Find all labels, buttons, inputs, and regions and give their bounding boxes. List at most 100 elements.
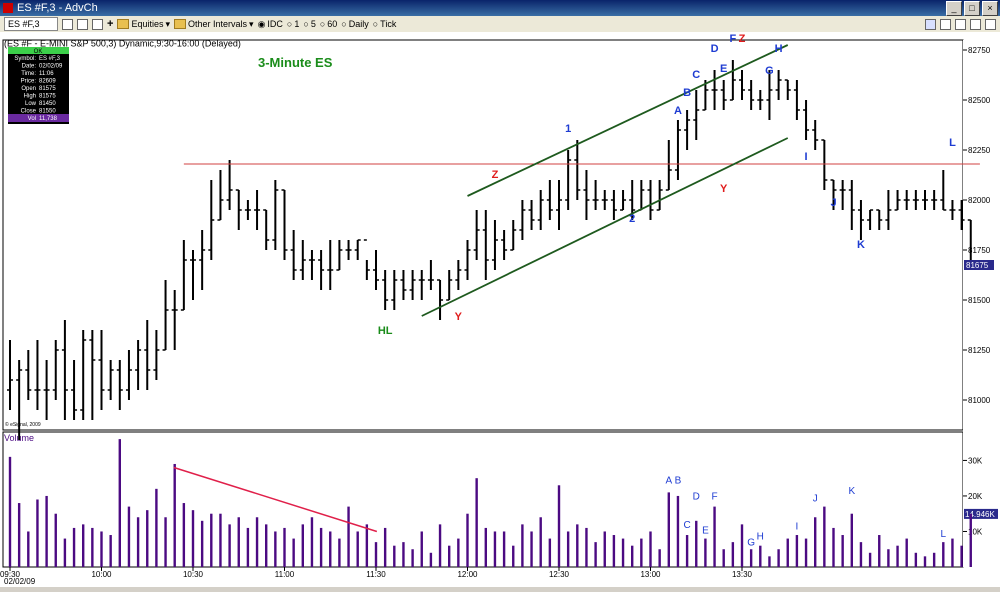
volume-bar [814,517,817,567]
radio-icon: ○ [341,19,347,29]
x-tick-label: 10:30 [183,570,204,579]
y-tick-label: 82750 [968,46,991,55]
symbol-field[interactable]: ES #F,3 [4,17,58,31]
interval-60[interactable]: ○ 60 [320,16,337,32]
volume-bar [768,556,771,567]
volume-bar [182,503,186,567]
price-annotation: H [775,43,783,55]
volume-bar [173,463,176,567]
data-window-value: 11,738 [39,116,58,122]
settings-icon[interactable] [955,18,966,30]
y-tick-label: 82250 [968,146,991,155]
interval-1[interactable]: ○ 1 [287,16,299,32]
price-annotation: HL [378,325,393,337]
price-annotation: K [857,239,865,251]
volume-bar [603,531,606,567]
volume-bar [383,527,387,567]
data-window-label: Date: [22,64,37,70]
volume-bar [612,535,616,567]
volume-bar [512,545,515,567]
vol-y-tick-label: 10K [968,527,983,536]
app-icon [3,3,13,13]
volume-bar [393,545,396,567]
price-annotation: I [805,151,808,163]
equities-menu[interactable]: Equities ▾ [117,16,170,32]
data-window-label: High [24,94,36,100]
price-annotation: F [729,33,736,45]
volume-bar [36,499,39,567]
volume-bar [969,513,972,567]
grid-icon[interactable] [77,18,88,30]
x-tick-label: 13:30 [732,570,753,579]
vol-y-tick-label: 20K [968,492,983,501]
volume-bar [942,542,945,567]
volume-bar [923,556,927,567]
volume-bar [493,531,497,567]
volume-bar [548,538,552,567]
close-button[interactable]: × [982,1,998,16]
maximize-button[interactable]: □ [964,1,980,16]
volume-bar [438,524,442,567]
data-window-vol-bg [8,114,69,122]
volume-bar [566,531,570,567]
price-panel [2,39,964,431]
data-window-value: 81450 [39,101,56,107]
interval-1-label: 1 [294,19,300,29]
data-window-label: Symbol: [14,56,36,62]
interval-daily[interactable]: ○ Daily [341,16,368,32]
chart-header: (ES #F - E-MINI S&P 500,3) Dynamic,9:30-… [4,38,241,48]
volume-bar [667,492,670,567]
link-icon[interactable] [62,18,73,30]
volume-bar [448,545,451,567]
interval-idc[interactable]: ◉ IDC [258,16,283,32]
folder-icon [174,19,186,29]
volume-panel [2,431,964,568]
volume-bar [621,538,625,567]
vol-y-tick-label: 30K [968,456,983,465]
interval-tick[interactable]: ○ Tick [373,16,397,32]
folder-icon [117,19,130,29]
interval-5[interactable]: ○ 5 [303,16,315,32]
volume-bar [8,456,12,567]
draw-icon[interactable] [92,18,103,30]
minimize-button[interactable]: _ [946,1,962,16]
volume-bar [868,552,872,567]
y-tick-label: 81000 [968,396,991,405]
print-icon[interactable] [970,18,981,30]
price-annotation: Y [455,311,463,323]
y-axis-area [963,40,1000,567]
volume-bar [210,513,213,567]
volume-bar [54,513,57,567]
window-controls: _ □ × [946,1,998,16]
volume-bar [118,439,121,567]
price-annotation: D [711,43,719,55]
volume-bar [155,488,158,567]
volume-bar [576,524,579,567]
volume-bar [411,549,414,567]
volume-bar [658,549,661,567]
zoom-icon[interactable] [940,18,951,30]
price-annotation: G [765,65,774,77]
volume-bar [914,552,918,567]
volume-bar [823,506,826,567]
help-icon[interactable] [985,18,996,30]
tool-icon[interactable] [925,18,936,30]
price-annotation: Z [739,33,746,45]
data-window-value: 02/02/09 [39,64,63,70]
volume-bar [429,552,433,567]
chart-svg[interactable]: (ES #F - E-MINI S&P 500,3) Dynamic,9:30-… [0,32,1000,587]
data-window-value: 82609 [39,79,56,85]
other-intervals-menu[interactable]: Other Intervals ▾ [174,16,254,32]
volume-bar [200,520,204,567]
volume-bar [301,524,304,567]
plus-icon[interactable]: + [107,18,114,30]
data-window-label: Vol [28,116,36,122]
volume-bar [338,538,341,567]
x-tick-label: 12:00 [457,570,478,579]
last-price-badge: 81675 [966,261,989,270]
volume-bar [310,517,314,567]
volume-bar [722,549,725,567]
volume-bar [219,513,222,567]
data-window-value: 81575 [39,86,56,92]
volume-bar [329,531,332,567]
